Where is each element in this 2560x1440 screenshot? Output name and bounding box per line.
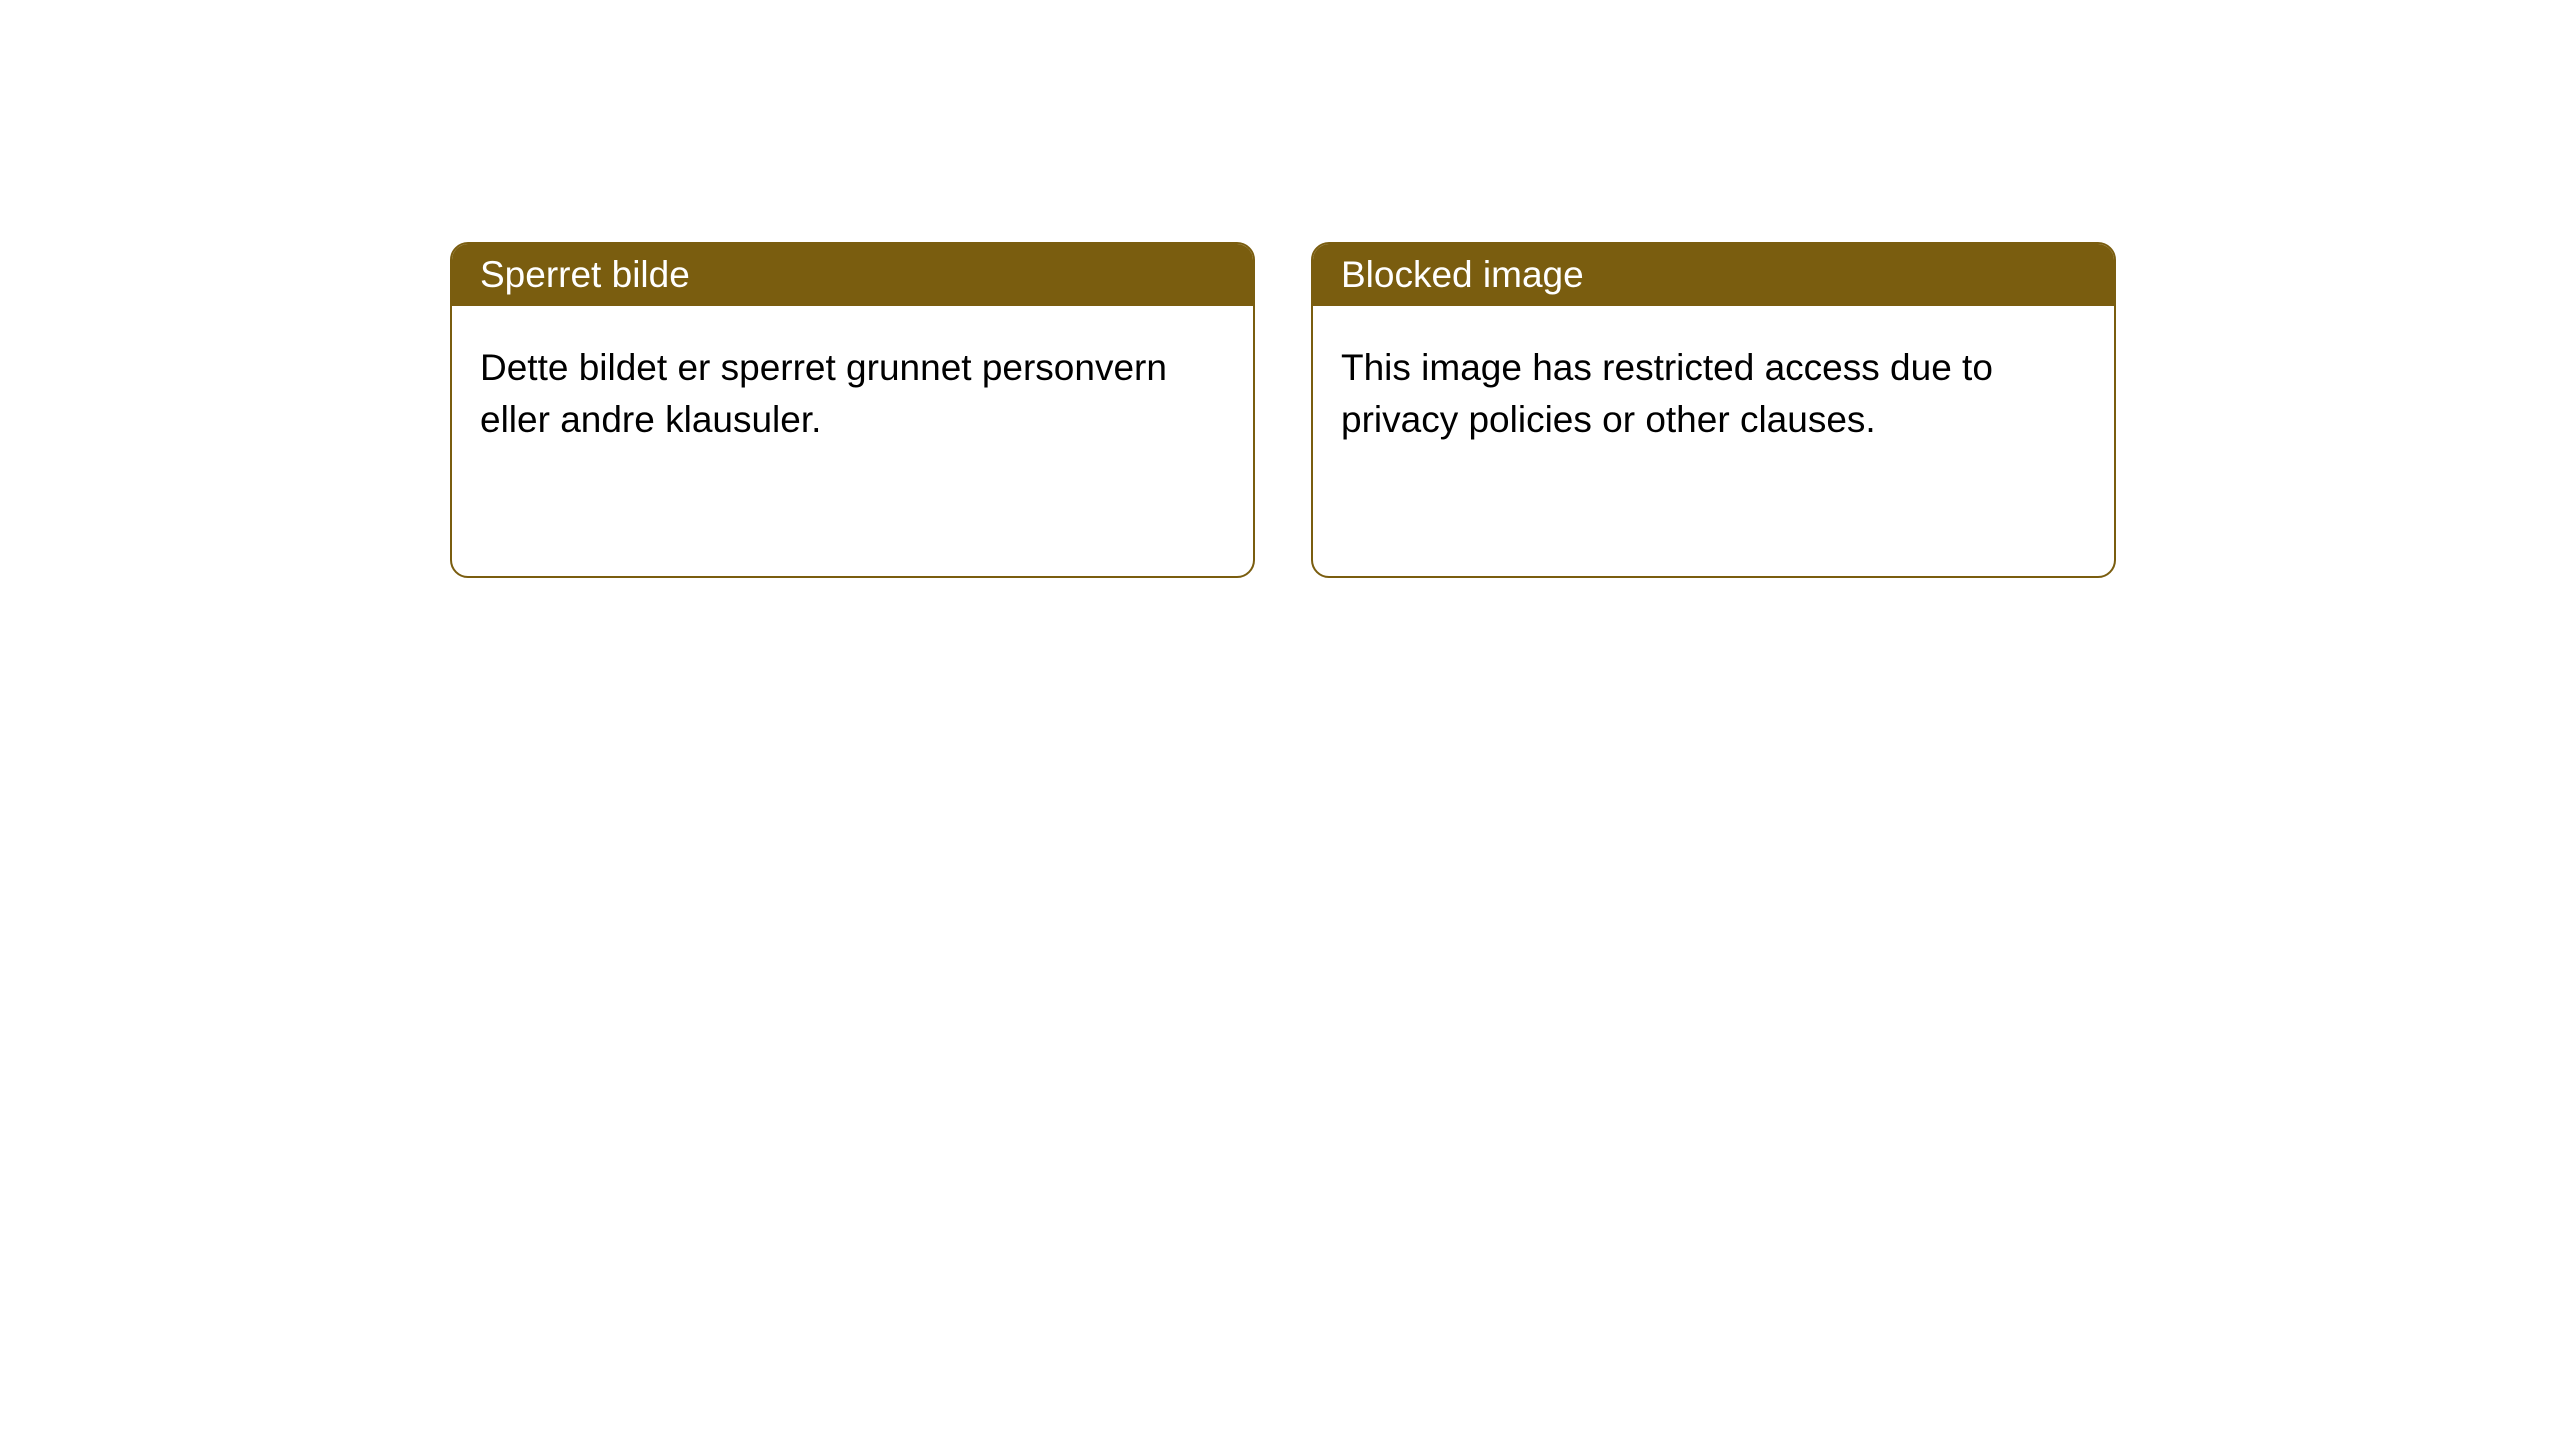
notice-title: Sperret bilde bbox=[452, 244, 1253, 306]
notice-card-norwegian: Sperret bilde Dette bildet er sperret gr… bbox=[450, 242, 1255, 578]
notice-body: This image has restricted access due to … bbox=[1313, 306, 2114, 482]
notice-card-english: Blocked image This image has restricted … bbox=[1311, 242, 2116, 578]
notice-container: Sperret bilde Dette bildet er sperret gr… bbox=[0, 0, 2560, 578]
notice-body: Dette bildet er sperret grunnet personve… bbox=[452, 306, 1253, 482]
notice-title: Blocked image bbox=[1313, 244, 2114, 306]
